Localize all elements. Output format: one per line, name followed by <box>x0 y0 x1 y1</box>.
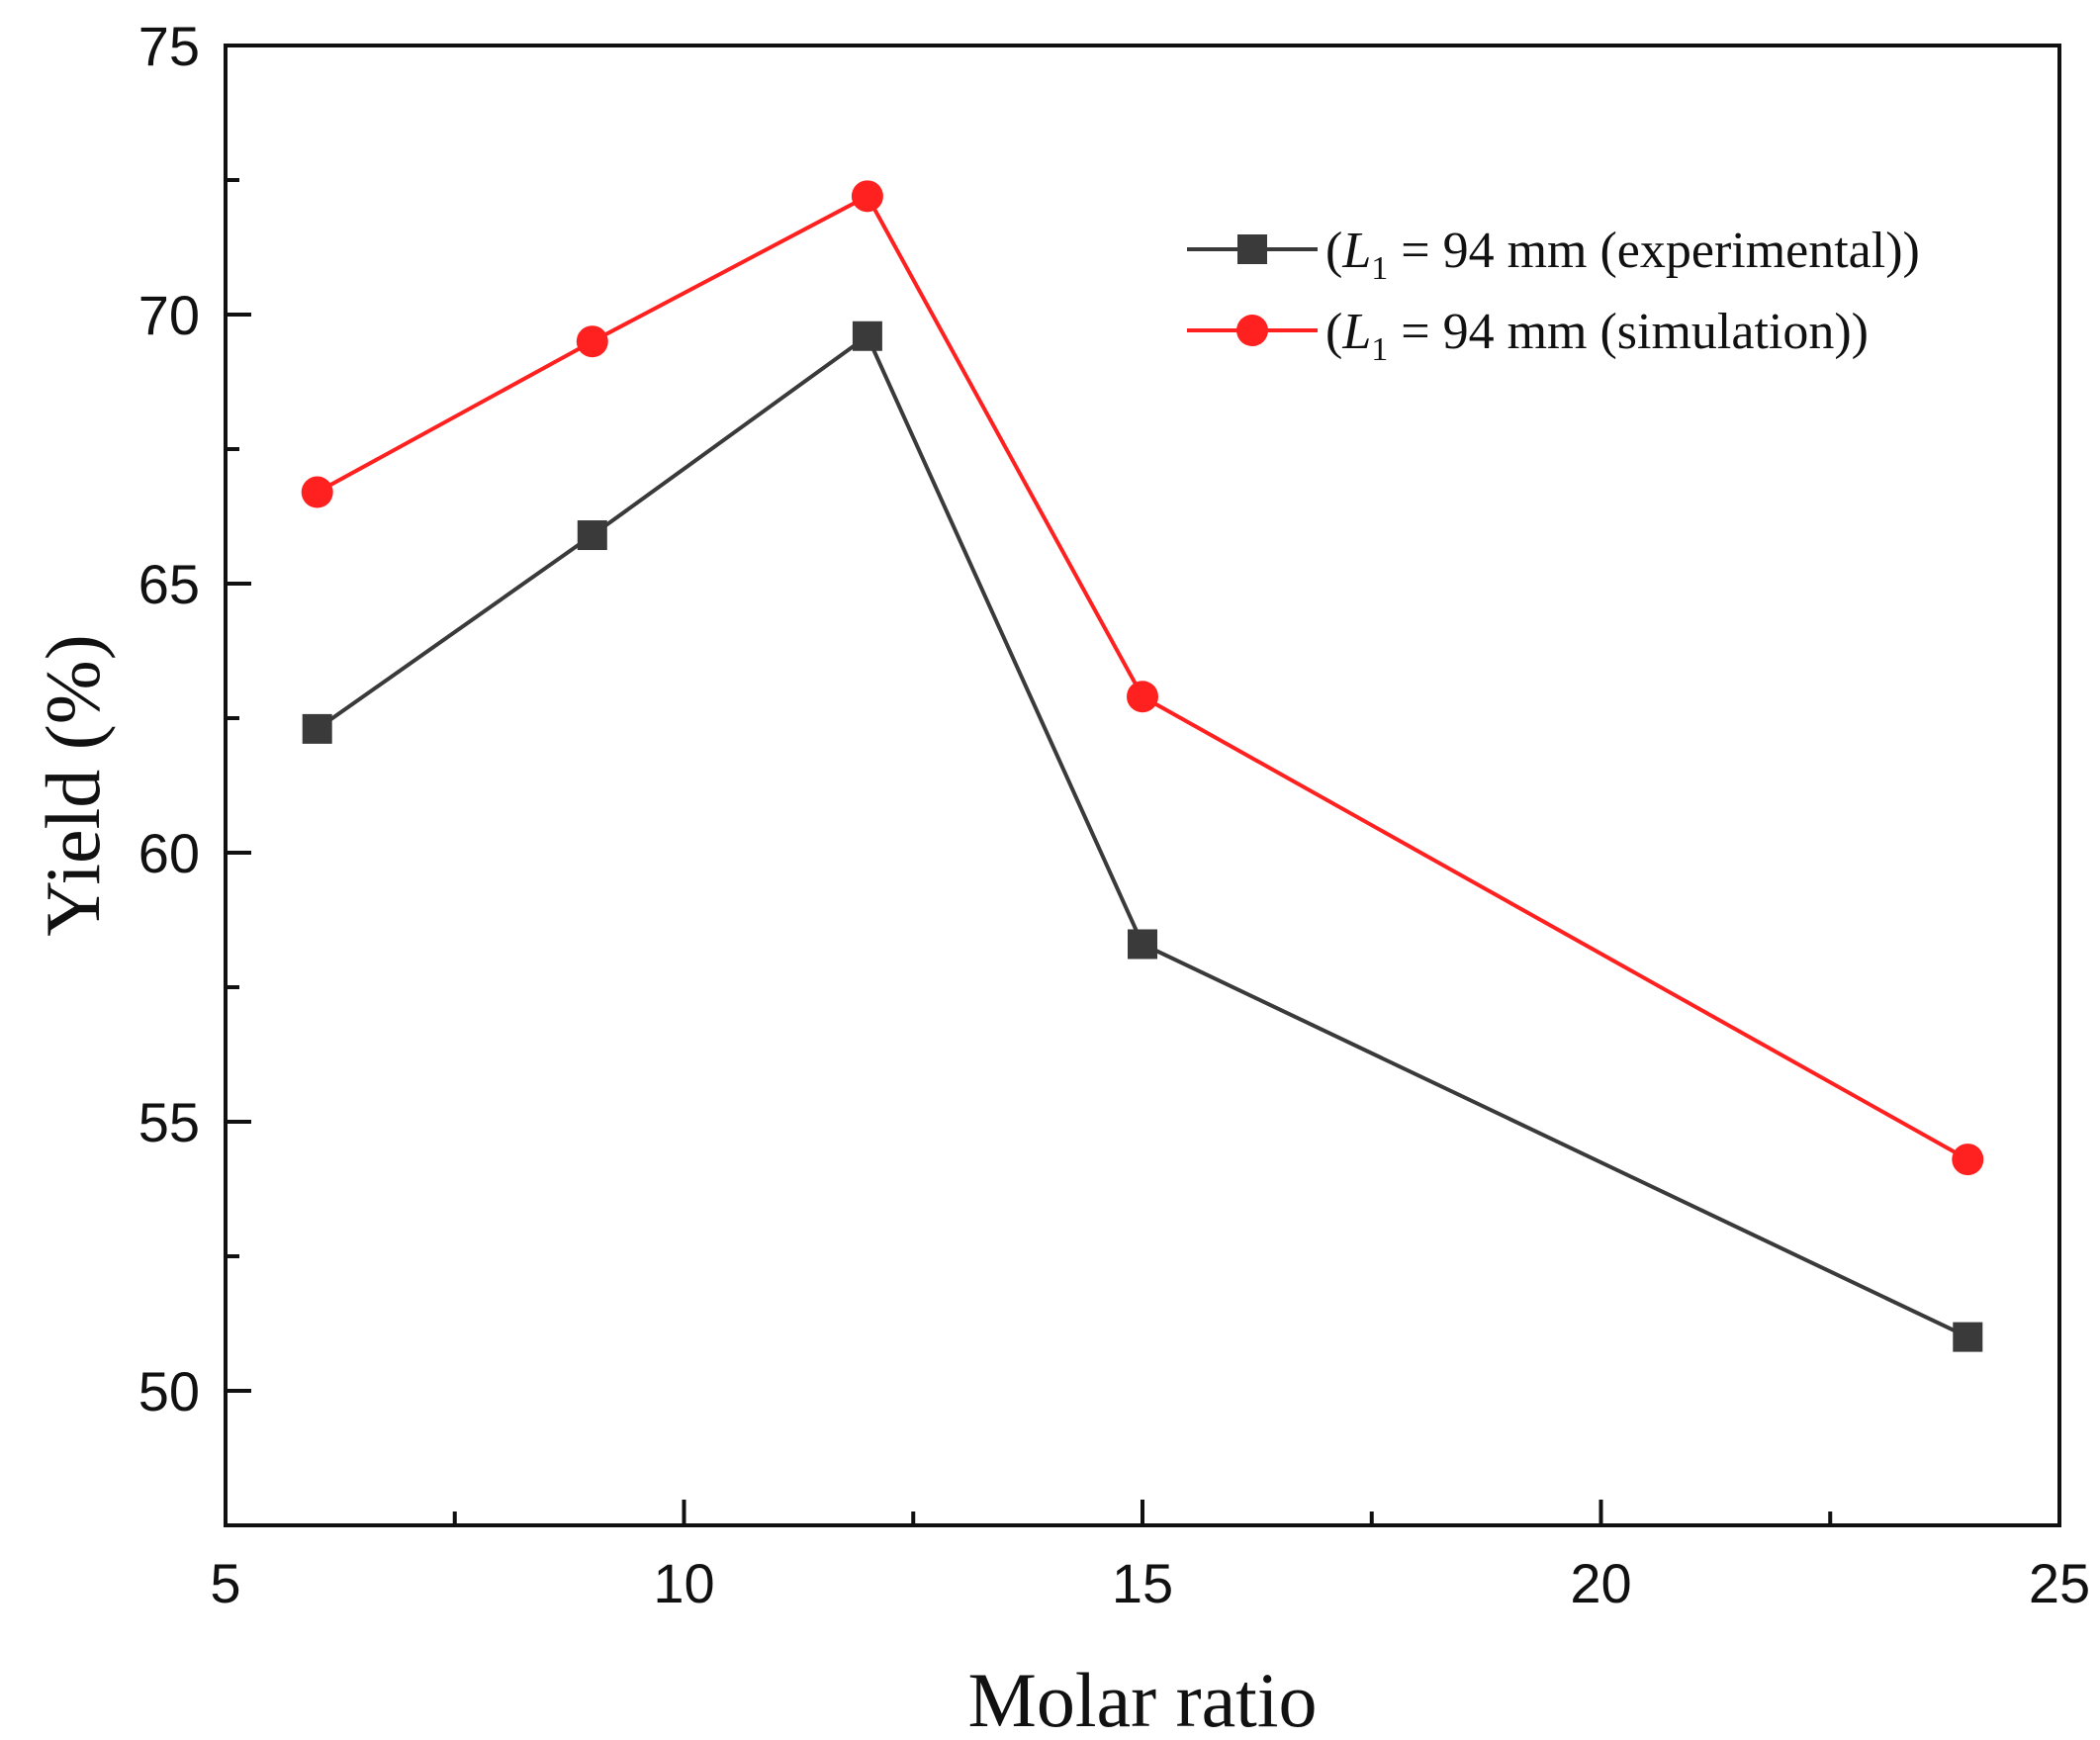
y-axis-title: Yield (%) <box>30 634 116 936</box>
y-tick-label: 55 <box>138 1091 200 1153</box>
legend: (L1 = 94 mm (experimental)) (L1 = 94 mm (… <box>1187 223 1920 368</box>
legend-entry-1: (L1 = 94 mm (experimental)) <box>1187 223 1920 287</box>
x-tick-label: 25 <box>2029 1552 2090 1614</box>
data-point <box>851 180 883 213</box>
data-point <box>577 520 607 551</box>
series-1 <box>302 321 1983 1352</box>
x-tick-label: 5 <box>210 1552 240 1614</box>
legend-label: (L1 = 94 mm (experimental)) <box>1325 223 1920 287</box>
x-tick-label: 10 <box>653 1552 714 1614</box>
legend-swatch-marker <box>1237 234 1267 264</box>
data-point <box>1127 681 1158 713</box>
axes: 5 10 15 20 25 50 55 60 65 70 75 <box>138 15 2090 1614</box>
data-point <box>852 321 882 351</box>
data-point <box>1953 1322 1983 1352</box>
data-point <box>576 325 608 358</box>
legend-swatch-marker <box>1236 315 1268 346</box>
y-tick-label: 75 <box>138 15 200 77</box>
series-line <box>316 332 1969 1339</box>
legend-label: (L1 = 94 mm (simulation)) <box>1325 304 1869 368</box>
series-group <box>301 180 1984 1352</box>
legend-entry-2: (L1 = 94 mm (simulation)) <box>1187 304 1869 368</box>
y-tick-label: 65 <box>138 553 200 615</box>
y-tick-label: 50 <box>138 1360 200 1422</box>
data-point <box>302 713 332 744</box>
x-tick-label: 15 <box>1112 1552 1173 1614</box>
data-point <box>1128 929 1157 960</box>
series-2 <box>301 180 1984 1176</box>
x-axis-title: Molar ratio <box>967 1657 1317 1740</box>
y-tick-label: 70 <box>138 284 200 346</box>
data-point <box>301 476 333 508</box>
y-tick-label: 60 <box>138 822 200 884</box>
x-tick-label: 20 <box>1570 1552 1631 1614</box>
data-point <box>1952 1144 1984 1176</box>
